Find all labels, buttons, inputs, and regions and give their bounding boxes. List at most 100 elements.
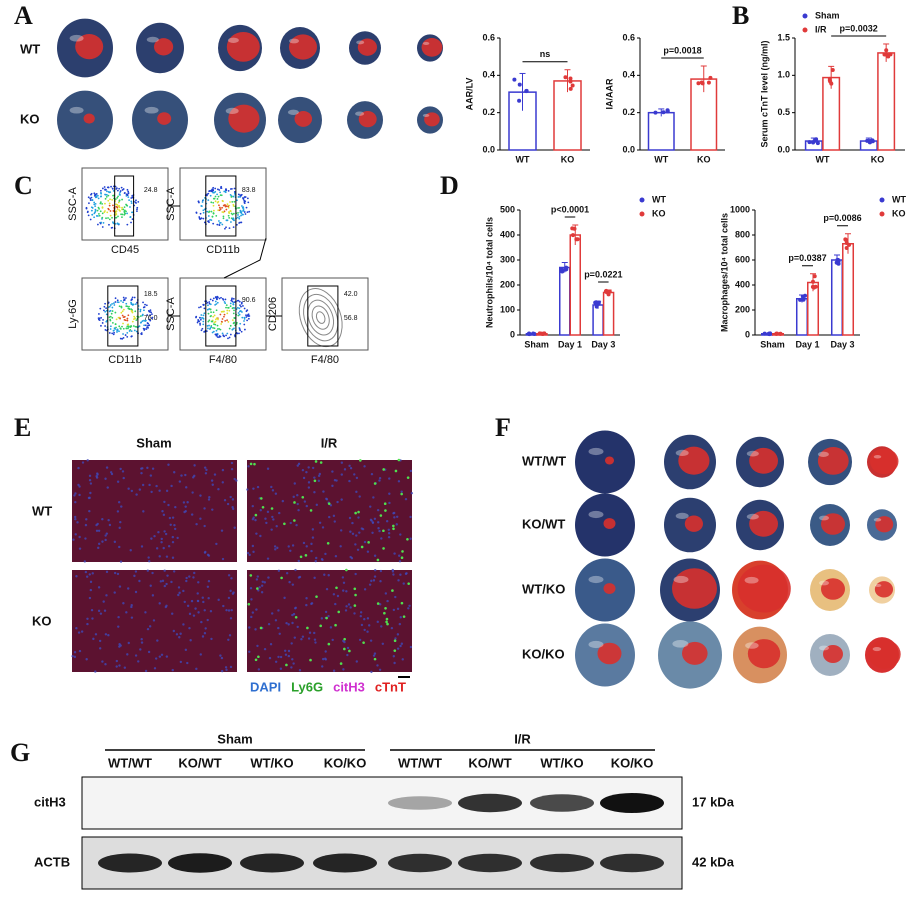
flow-event <box>127 327 129 330</box>
flow-event <box>86 211 89 214</box>
flow-event <box>142 301 144 304</box>
nucleus <box>118 664 121 667</box>
heart-infarct <box>83 113 95 124</box>
flow-event <box>123 191 126 194</box>
heart-image <box>575 493 635 557</box>
flow-event <box>134 303 137 306</box>
neutrophil <box>397 458 401 462</box>
heart-image <box>57 18 113 78</box>
flow-event <box>202 199 205 202</box>
flow-event <box>125 210 127 213</box>
flow-event <box>244 213 247 215</box>
nucleus <box>293 636 296 639</box>
data-point <box>810 279 815 284</box>
heart-infarct <box>226 32 260 62</box>
stain-legend: Ly6G <box>291 679 323 694</box>
data-point <box>843 237 848 242</box>
nucleus <box>251 611 255 614</box>
flow-event <box>101 322 104 324</box>
flow-event <box>111 321 114 324</box>
heart-highlight <box>588 575 604 584</box>
heart-infarct <box>424 112 440 127</box>
nucleus <box>140 638 143 641</box>
flow-event <box>116 329 118 331</box>
flow-event <box>93 216 96 219</box>
nucleus <box>89 580 93 584</box>
nucleus <box>104 633 108 636</box>
heart-highlight <box>287 109 299 115</box>
nucleus <box>185 486 188 489</box>
flow-event <box>223 190 226 193</box>
flow-event <box>208 301 211 303</box>
flow-event <box>123 315 126 318</box>
heart-image <box>278 96 322 144</box>
nucleus <box>307 486 311 489</box>
flow-event <box>218 206 221 209</box>
nucleus <box>358 495 361 498</box>
flow-event <box>91 213 94 216</box>
nucleus <box>332 593 336 596</box>
nucleus <box>203 507 206 510</box>
heart-highlight <box>673 575 689 584</box>
nucleus <box>195 667 198 671</box>
neutrophil <box>314 460 318 463</box>
neutrophil <box>386 622 389 626</box>
flow-event <box>109 318 112 321</box>
flow-event <box>248 315 251 317</box>
nucleus <box>204 472 208 475</box>
nucleus <box>344 609 348 612</box>
nucleus <box>387 528 390 531</box>
neutrophil <box>353 587 357 591</box>
flow-event <box>126 204 129 207</box>
heart-image <box>865 637 901 673</box>
flow-event <box>211 215 214 218</box>
flow-event <box>200 205 203 208</box>
nucleus <box>76 521 79 524</box>
nucleus <box>99 612 103 615</box>
flow-event <box>225 304 228 307</box>
nucleus <box>176 536 179 540</box>
nucleus <box>342 668 345 671</box>
flow-event <box>135 199 137 202</box>
y-tick-label: 1.5 <box>777 32 790 42</box>
flow-event <box>105 307 108 310</box>
flow-event <box>195 212 198 214</box>
nucleus <box>172 570 176 573</box>
nucleus <box>228 634 232 637</box>
y-tick-label: 0.2 <box>622 107 635 117</box>
nucleus <box>264 517 267 520</box>
nucleus <box>211 483 214 486</box>
nucleus <box>371 531 374 534</box>
flow-event <box>208 308 211 310</box>
nucleus <box>297 462 301 466</box>
nucleus <box>188 575 191 578</box>
flow-event <box>243 202 246 205</box>
band <box>388 796 452 810</box>
legend-marker <box>639 197 645 203</box>
flow-event <box>226 309 229 312</box>
neutrophil <box>285 663 288 667</box>
nucleus <box>108 523 112 527</box>
nucleus <box>250 598 253 601</box>
nucleus <box>129 549 132 552</box>
nucleus <box>146 627 150 631</box>
flow-y-label: Ly-6G <box>67 299 79 329</box>
flow-event <box>221 223 224 226</box>
nucleus <box>329 504 333 507</box>
flow-event <box>94 208 97 211</box>
nucleus <box>74 515 77 519</box>
nucleus <box>89 491 92 495</box>
flow-event <box>96 223 99 226</box>
nucleus <box>393 516 396 519</box>
flow-event <box>199 318 202 321</box>
flow-event <box>114 297 117 300</box>
heart-image <box>664 497 716 553</box>
flow-event <box>122 301 124 304</box>
nucleus <box>296 464 299 467</box>
neutrophil <box>249 574 253 577</box>
flow-event <box>149 309 152 312</box>
flow-event <box>237 196 240 198</box>
nucleus <box>162 513 166 517</box>
nucleus <box>119 467 122 471</box>
